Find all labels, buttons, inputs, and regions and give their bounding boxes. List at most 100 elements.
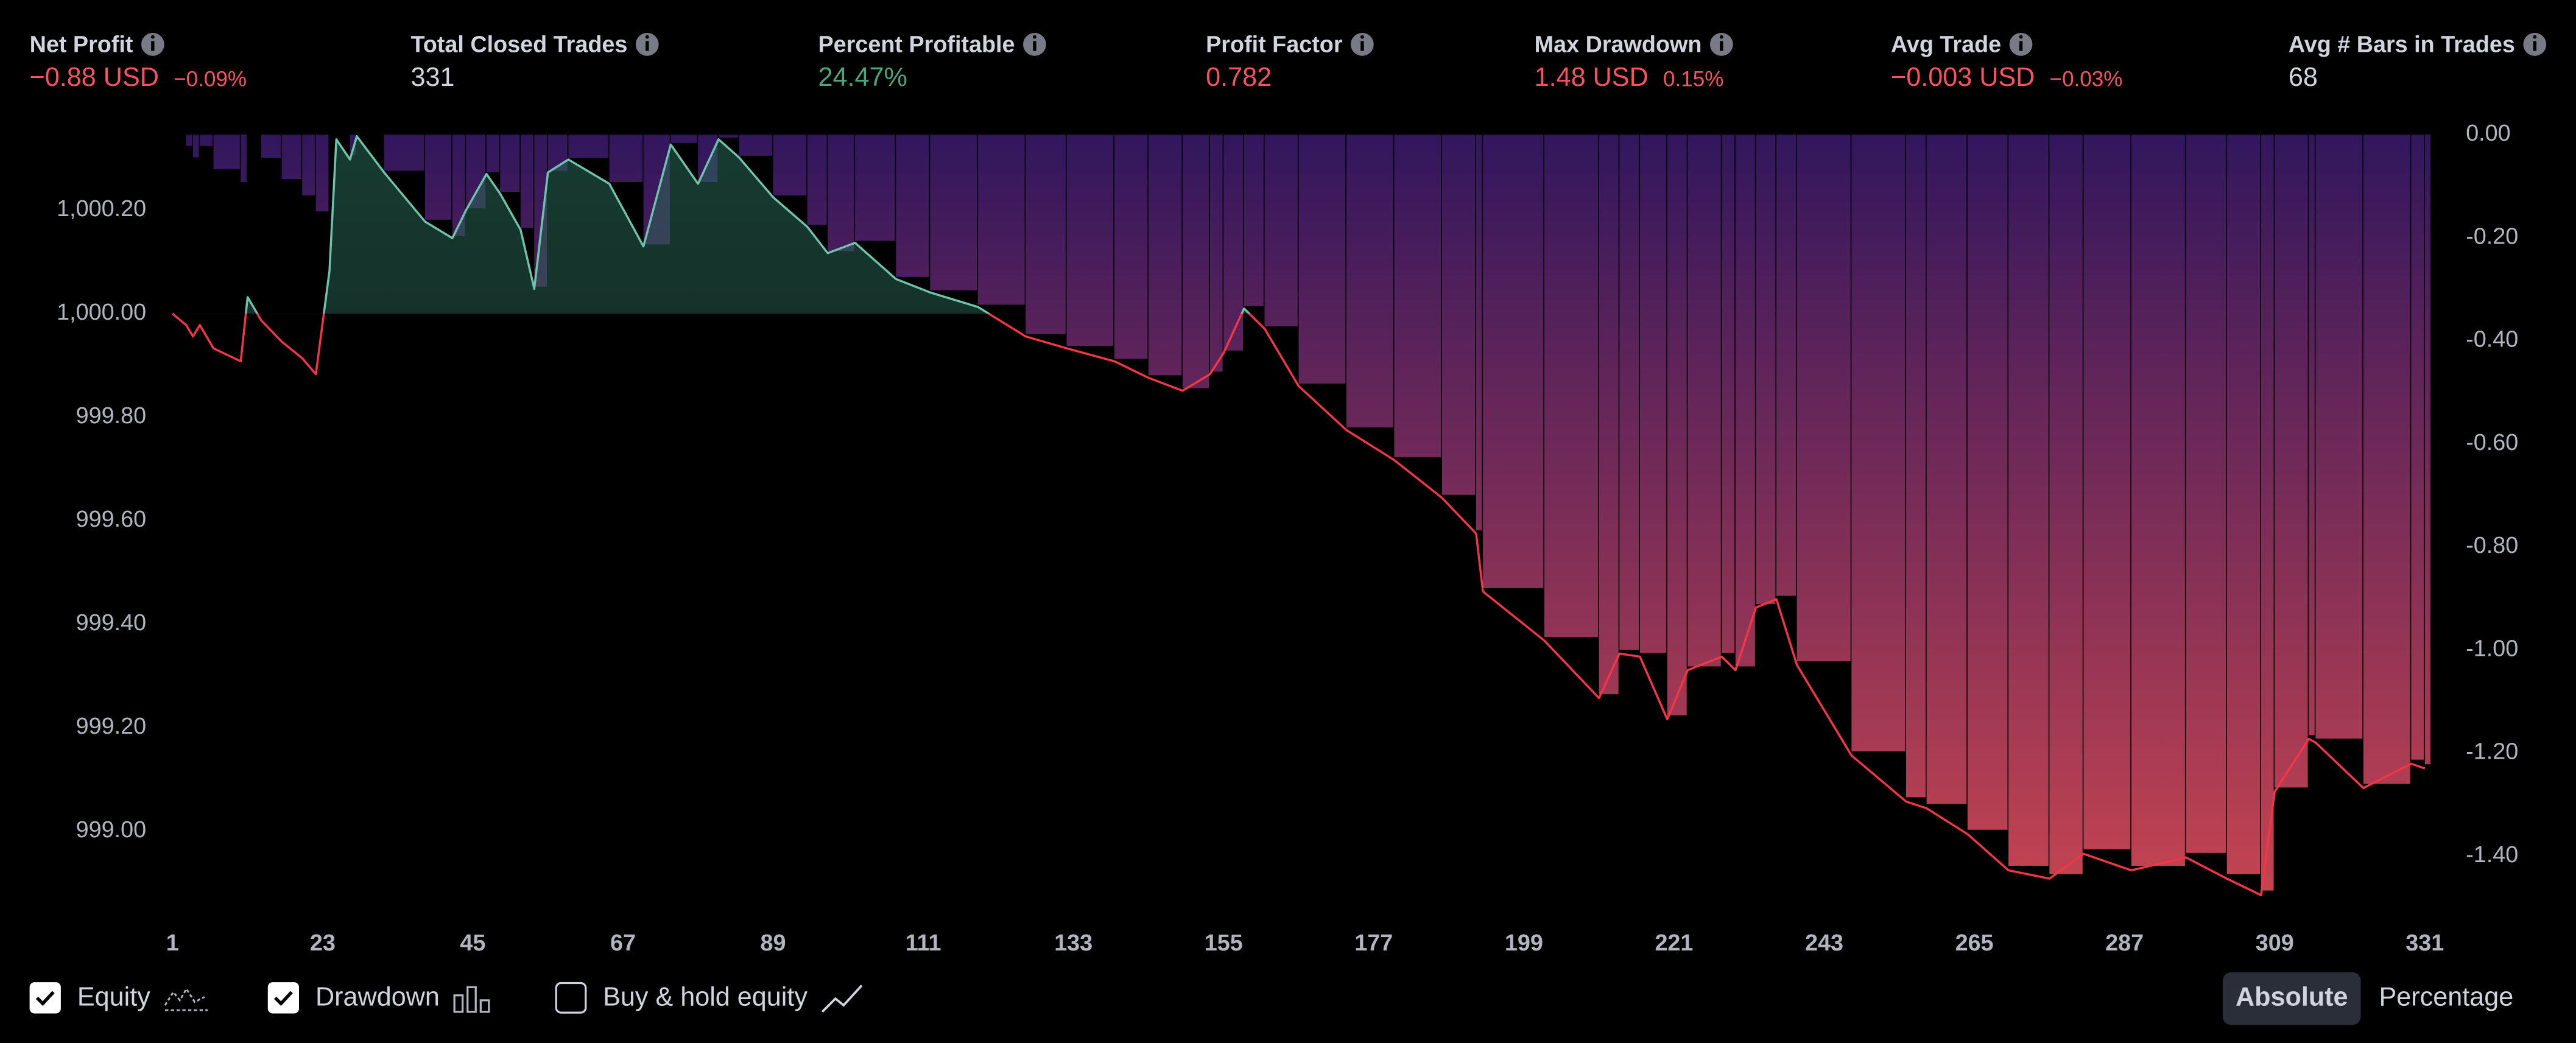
drawdown-bar [773,135,806,196]
y2-tick-label: 0.00 [2466,121,2510,146]
toggle-label[interactable]: Buy & hold equity [603,983,808,1012]
drawdown-bar [1687,135,1721,667]
y-tick-label: 999.20 [76,714,146,739]
bars-icon [453,986,490,1013]
y2-tick-label: -1.40 [2466,842,2518,868]
stat-label: Avg Trade [1891,32,2001,58]
stat-label: Max Drawdown [1535,32,1702,58]
equity-line [172,135,2426,896]
drawdown-bar [520,135,533,228]
view-button[interactable]: Absolute [2222,972,2361,1025]
x-tick-label: 331 [2405,930,2444,956]
view-button-bg[interactable] [2222,972,2361,1025]
drawdown-bar [1756,135,1776,605]
drawdown-bar [1667,135,1687,715]
drawdown-bar [1441,135,1476,495]
drawdown-bar [1599,135,1619,695]
drawdown-bar [1209,135,1223,372]
checkbox[interactable] [29,982,61,1014]
toggle[interactable]: Buy & hold equity [555,982,808,1014]
drawdown-bar [1223,135,1244,351]
drawdown-bar [281,135,301,179]
drawdown-bar [1346,135,1393,427]
drawdown-bar [896,135,929,277]
drawdown-bar [2315,135,2363,739]
info-icon-dot [1032,35,1036,39]
drawdown-bar [1298,135,1346,384]
stat-value: 0.782 [1206,63,1272,92]
drawdown-bar [855,135,895,241]
drawdown-bar [186,135,192,146]
drawdown-bar [828,135,854,251]
stat-label: Profit Factor [1206,32,1343,58]
drawdown-bar [1026,135,1066,334]
y2-tick-label: -1.00 [2466,636,2518,661]
drawdown-bar [2275,135,2308,788]
drawdown-bar [670,135,697,143]
drawdown-bar [2363,135,2410,784]
y-tick-label: 999.00 [76,817,146,843]
drawdown-bar [2309,135,2315,736]
drawdown-bar [486,135,499,172]
drawdown-bar [1264,135,1298,326]
x-tick-label: 89 [761,930,786,956]
drawdown-bar [302,135,315,196]
drawdown-bar [1851,135,1906,752]
drawdown-bar [1183,135,1209,388]
x-tick-label: 67 [610,930,636,956]
stat-label: Total Closed Trades [410,32,627,58]
x-tick-label: 155 [1205,930,1243,956]
info-icon-dot [2019,35,2023,39]
drawdown-bar [1244,135,1264,306]
drawdown-bar [977,135,1025,305]
y-tick-label: 1,000.00 [57,300,146,325]
toggle-label[interactable]: Equity [77,983,150,1012]
info-icon-dot [645,35,649,39]
y-tick-label: 999.60 [76,507,146,532]
checkbox[interactable] [555,982,587,1014]
info-icon-dot [2533,35,2537,39]
drawdown-bar [1114,135,1148,359]
info-icon-dot [1360,35,1364,39]
drawdown-bar [1483,135,1544,588]
drawdown-bar [2131,135,2185,866]
info-icon-stem [2019,41,2023,51]
x-tick-label: 243 [1805,930,1843,956]
info-icon-dot [150,35,155,39]
x-tick-label: 199 [1505,930,1543,956]
drawdown-bar [2008,135,2049,866]
stat-sub-value: 0.15% [1663,67,1723,91]
y-tick-label: 999.80 [76,403,146,429]
drawdown-bar [609,135,642,183]
stat-value: −0.88 USD [30,63,159,92]
stats-bar: Net Profit −0.88 USD −0.09% Total Closed Tr… [30,32,2547,92]
checkbox[interactable] [267,982,300,1014]
drawdown-bar [200,135,213,146]
stat-sub-value: −0.09% [174,67,247,91]
drawdown-bar [1967,135,2008,830]
toggle-label[interactable]: Drawdown [315,983,440,1012]
y2-tick-label: -0.40 [2466,327,2518,353]
x-tick-label: 133 [1054,930,1093,956]
view-button[interactable]: Percentage [2367,972,2525,1025]
drawdown-bar [718,135,738,138]
toggle[interactable]: Drawdown [267,982,440,1014]
y-tick-label: 1,000.20 [57,196,146,222]
drawdown-bar [1776,135,1797,596]
drawdown-bar [500,135,520,192]
info-icon-stem [646,41,649,51]
checkmark [35,991,55,1006]
drawdown-bar [2083,135,2131,849]
y2-tick-label: -0.20 [2466,223,2518,249]
toggle[interactable]: Equity [29,982,151,1014]
checkmark [273,991,293,1006]
view-button-label[interactable]: Absolute [2236,983,2348,1012]
view-button-label[interactable]: Percentage [2379,983,2513,1012]
drawdown-bar [1148,135,1182,376]
drawdown-bar [1735,135,1755,667]
drawdown-bar [930,135,977,290]
drawdown-bar [807,135,827,225]
x-tick-label: 265 [1955,930,1994,956]
info-icon-stem [1360,41,1364,51]
